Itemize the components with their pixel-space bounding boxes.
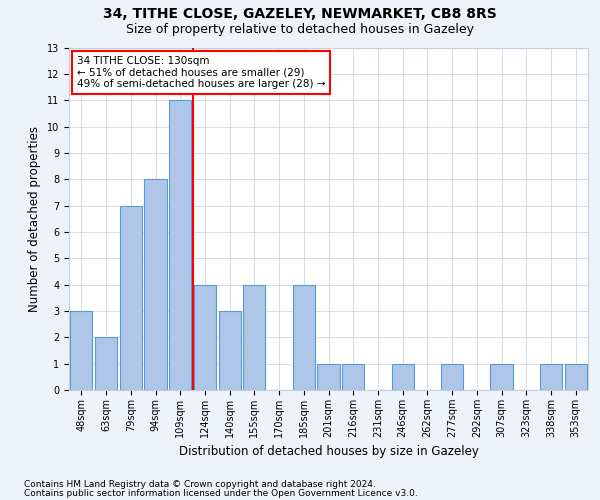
Text: 34 TITHE CLOSE: 130sqm
← 51% of detached houses are smaller (29)
49% of semi-det: 34 TITHE CLOSE: 130sqm ← 51% of detached… bbox=[77, 56, 325, 90]
Bar bbox=[317, 364, 340, 390]
Bar bbox=[540, 364, 562, 390]
Bar bbox=[218, 311, 241, 390]
Bar bbox=[441, 364, 463, 390]
Bar bbox=[342, 364, 364, 390]
Y-axis label: Number of detached properties: Number of detached properties bbox=[28, 126, 41, 312]
Text: Size of property relative to detached houses in Gazeley: Size of property relative to detached ho… bbox=[126, 22, 474, 36]
Text: Contains HM Land Registry data © Crown copyright and database right 2024.: Contains HM Land Registry data © Crown c… bbox=[24, 480, 376, 489]
Bar bbox=[565, 364, 587, 390]
Bar bbox=[243, 284, 265, 390]
Bar bbox=[194, 284, 216, 390]
Bar bbox=[145, 179, 167, 390]
Bar bbox=[293, 284, 315, 390]
X-axis label: Distribution of detached houses by size in Gazeley: Distribution of detached houses by size … bbox=[179, 446, 478, 458]
Text: 34, TITHE CLOSE, GAZELEY, NEWMARKET, CB8 8RS: 34, TITHE CLOSE, GAZELEY, NEWMARKET, CB8… bbox=[103, 8, 497, 22]
Bar bbox=[392, 364, 414, 390]
Bar bbox=[169, 100, 191, 390]
Bar bbox=[490, 364, 512, 390]
Bar bbox=[119, 206, 142, 390]
Bar bbox=[70, 311, 92, 390]
Text: Contains public sector information licensed under the Open Government Licence v3: Contains public sector information licen… bbox=[24, 488, 418, 498]
Bar bbox=[95, 338, 117, 390]
